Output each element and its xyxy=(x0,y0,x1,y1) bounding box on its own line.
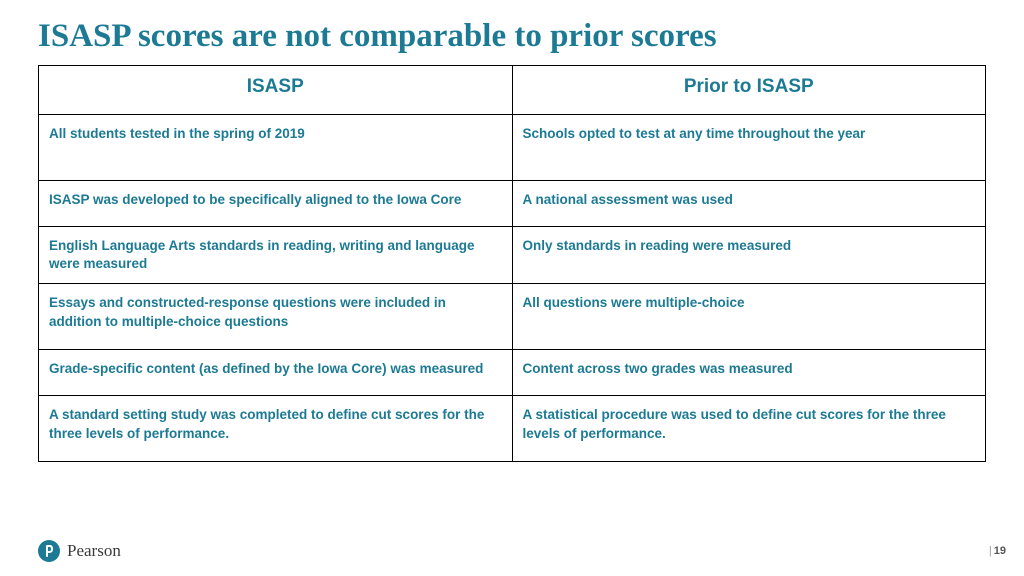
col-header-prior: Prior to ISASP xyxy=(512,66,986,115)
table-row: All students tested in the spring of 201… xyxy=(39,115,986,181)
table-row: Essays and constructed-response question… xyxy=(39,284,986,350)
cell: Schools opted to test at any time throug… xyxy=(512,115,986,181)
cell: ISASP was developed to be specifically a… xyxy=(39,181,513,227)
brand: Pearson xyxy=(38,540,121,562)
col-header-isasp: ISASP xyxy=(39,66,513,115)
slide-title: ISASP scores are not comparable to prior… xyxy=(38,18,986,55)
cell: A standard setting study was completed t… xyxy=(39,396,513,462)
cell: All students tested in the spring of 201… xyxy=(39,115,513,181)
pearson-logo-icon xyxy=(38,540,60,562)
comparison-table: ISASP Prior to ISASP All students tested… xyxy=(38,65,986,462)
table-header-row: ISASP Prior to ISASP xyxy=(39,66,986,115)
page-number-divider: | xyxy=(989,545,992,557)
table-row: English Language Arts standards in readi… xyxy=(39,227,986,284)
cell: Content across two grades was measured xyxy=(512,350,986,396)
cell: English Language Arts standards in readi… xyxy=(39,227,513,284)
page-number: |19 xyxy=(989,545,1006,557)
brand-name: Pearson xyxy=(67,541,121,561)
table-row: ISASP was developed to be specifically a… xyxy=(39,181,986,227)
cell: Only standards in reading were measured xyxy=(512,227,986,284)
cell: A national assessment was used xyxy=(512,181,986,227)
page-number-value: 19 xyxy=(994,545,1006,557)
footer: Pearson |19 xyxy=(38,540,1006,562)
table-row: Grade-specific content (as defined by th… xyxy=(39,350,986,396)
slide: ISASP scores are not comparable to prior… xyxy=(0,0,1024,576)
cell: A statistical procedure was used to defi… xyxy=(512,396,986,462)
table-row: A standard setting study was completed t… xyxy=(39,396,986,462)
cell: Essays and constructed-response question… xyxy=(39,284,513,350)
cell: All questions were multiple-choice xyxy=(512,284,986,350)
cell: Grade-specific content (as defined by th… xyxy=(39,350,513,396)
